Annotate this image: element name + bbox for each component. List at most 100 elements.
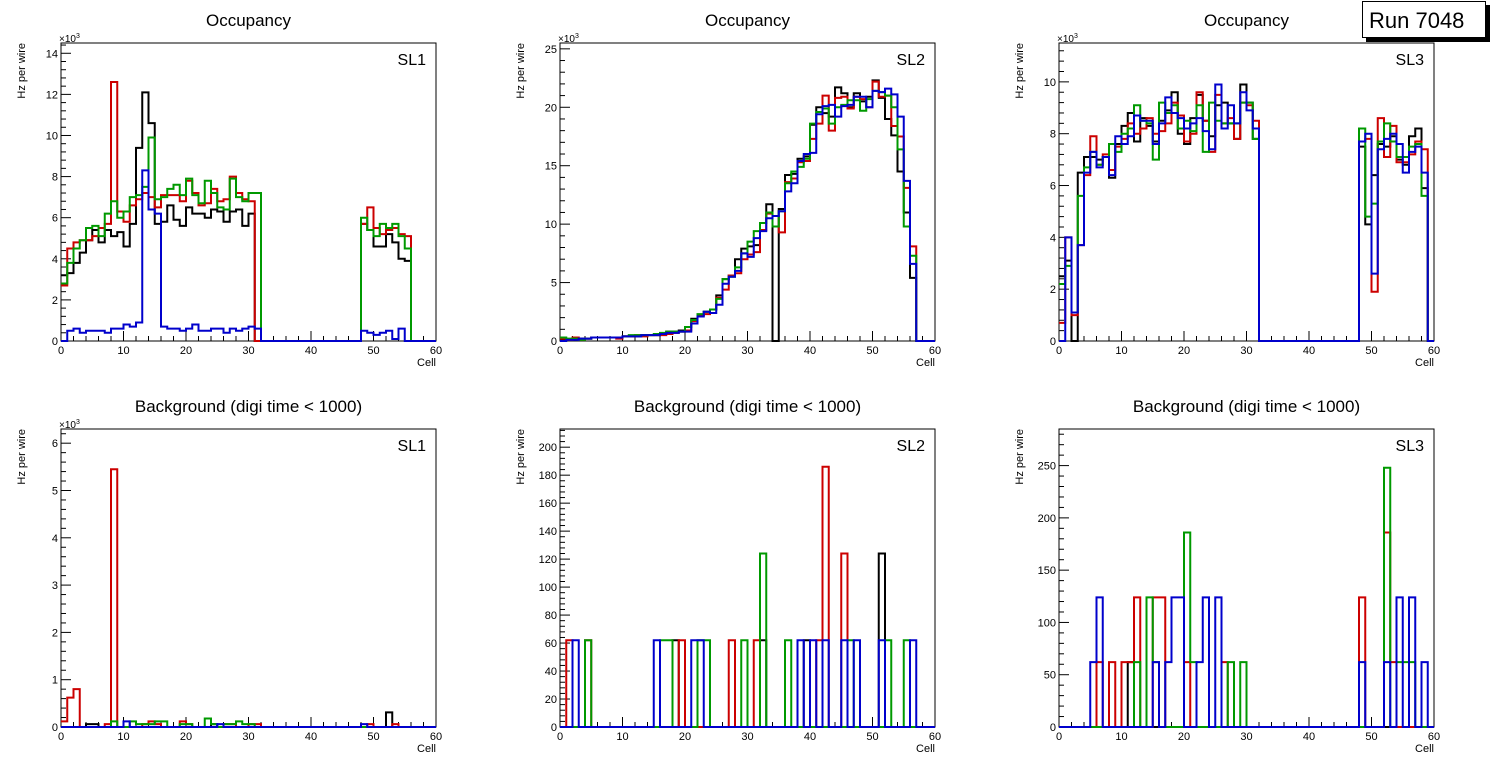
- x-tick-label: 60: [1428, 345, 1440, 357]
- x-tick-label: 60: [1428, 731, 1440, 743]
- series-black-histogram: [560, 79, 935, 342]
- x-tick-label: 0: [557, 731, 563, 743]
- y-tick-label: 2: [52, 295, 58, 307]
- x-axis-label: Cell: [916, 357, 935, 369]
- x-tick-label: 50: [367, 345, 379, 357]
- superlayer-label: SL3: [1396, 52, 1425, 69]
- x-tick-label: 40: [305, 345, 317, 357]
- panel-title: Occupancy: [206, 11, 292, 30]
- y-tick-label: 8: [1050, 129, 1056, 141]
- y-axis-label: Hz per wire: [1014, 43, 1026, 99]
- y-tick-label: 4: [52, 254, 58, 266]
- x-tick-label: 30: [242, 345, 254, 357]
- series-green-histogram: [61, 136, 436, 342]
- x-axis-label: Cell: [916, 743, 935, 755]
- y-tick-label: 0: [52, 722, 58, 734]
- x-tick-label: 50: [866, 345, 878, 357]
- y-tick-label: 8: [52, 172, 58, 184]
- x-tick-label: 20: [1178, 345, 1190, 357]
- y-tick-label: 3: [52, 580, 58, 592]
- y-axis-label: Hz per wire: [515, 429, 527, 485]
- x-tick-label: 40: [804, 345, 816, 357]
- x-tick-label: 20: [1178, 731, 1190, 743]
- y-tick-label: 0: [1050, 722, 1056, 734]
- y-tick-label: 80: [545, 610, 557, 622]
- panel-title: Background (digi time < 1000): [1133, 397, 1360, 416]
- superlayer-label: SL1: [398, 52, 427, 69]
- y-tick-label: 100: [539, 582, 557, 594]
- y-tick-label: 2: [1050, 284, 1056, 296]
- y-axis-label: Hz per wire: [16, 429, 28, 485]
- x-tick-label: 50: [866, 731, 878, 743]
- y-tick-label: 4: [52, 533, 58, 545]
- y-exponent-label: ×103: [59, 419, 80, 431]
- y-tick-label: 5: [52, 485, 58, 497]
- run-label: Run 7048: [1369, 8, 1465, 33]
- x-tick-label: 60: [430, 345, 442, 357]
- x-tick-label: 0: [58, 345, 64, 357]
- run-label-box: Run 7048: [1362, 1, 1486, 38]
- x-tick-label: 0: [557, 345, 563, 357]
- superlayer-label: SL2: [897, 52, 926, 69]
- x-tick-label: 20: [180, 345, 192, 357]
- y-axis-label: Hz per wire: [16, 43, 28, 99]
- panel-title: Background (digi time < 1000): [634, 397, 861, 416]
- y-tick-label: 15: [545, 161, 557, 173]
- y-tick-label: 60: [545, 638, 557, 650]
- x-tick-label: 10: [1115, 731, 1127, 743]
- y-tick-label: 200: [1038, 513, 1056, 525]
- x-tick-label: 20: [180, 731, 192, 743]
- x-tick-label: 30: [1240, 731, 1252, 743]
- x-tick-label: 10: [616, 731, 628, 743]
- y-tick-label: 25: [545, 44, 557, 56]
- x-tick-label: 60: [929, 731, 941, 743]
- x-tick-label: 40: [305, 731, 317, 743]
- x-tick-label: 10: [117, 345, 129, 357]
- x-tick-label: 40: [1303, 731, 1315, 743]
- histogram-panel-6: Background (digi time < 1000) SL3 0 10 20 30 4…: [1014, 397, 1440, 755]
- y-tick-label: 120: [539, 554, 557, 566]
- y-tick-label: 100: [1038, 617, 1056, 629]
- panel-title: Background (digi time < 1000): [135, 397, 362, 416]
- x-tick-label: 40: [1303, 345, 1315, 357]
- y-tick-label: 2: [52, 627, 58, 639]
- y-tick-label: 0: [52, 336, 58, 348]
- x-tick-label: 20: [679, 731, 691, 743]
- y-axis-label: Hz per wire: [515, 43, 527, 99]
- y-tick-label: 6: [52, 438, 58, 450]
- series-red-histogram: [61, 468, 436, 728]
- x-tick-label: 0: [1056, 345, 1062, 357]
- x-tick-label: 20: [679, 345, 691, 357]
- y-exponent-label: ×103: [1057, 33, 1078, 45]
- y-tick-label: 250: [1038, 461, 1056, 473]
- y-tick-label: 180: [539, 470, 557, 482]
- y-tick-label: 50: [1044, 670, 1056, 682]
- y-tick-label: 40: [545, 666, 557, 678]
- x-tick-label: 30: [741, 731, 753, 743]
- x-tick-label: 50: [1365, 345, 1377, 357]
- y-exponent-label: ×103: [59, 33, 80, 45]
- superlayer-label: SL3: [1396, 438, 1425, 455]
- x-axis-label: Cell: [417, 743, 436, 755]
- x-tick-label: 60: [430, 731, 442, 743]
- x-axis-label: Cell: [1415, 357, 1434, 369]
- x-axis-label: Cell: [417, 357, 436, 369]
- y-tick-label: 0: [551, 336, 557, 348]
- x-tick-label: 30: [741, 345, 753, 357]
- panel-title: Occupancy: [705, 11, 791, 30]
- x-tick-label: 50: [1365, 731, 1377, 743]
- y-tick-label: 6: [1050, 181, 1056, 193]
- y-tick-label: 20: [545, 102, 557, 114]
- series-blue-histogram: [560, 87, 935, 342]
- y-tick-label: 1: [52, 675, 58, 687]
- x-tick-label: 0: [58, 731, 64, 743]
- series-blue-histogram: [61, 720, 436, 728]
- y-axis-label: Hz per wire: [1014, 429, 1026, 485]
- x-tick-label: 0: [1056, 731, 1062, 743]
- y-tick-label: 10: [1044, 77, 1056, 89]
- y-tick-label: 0: [1050, 336, 1056, 348]
